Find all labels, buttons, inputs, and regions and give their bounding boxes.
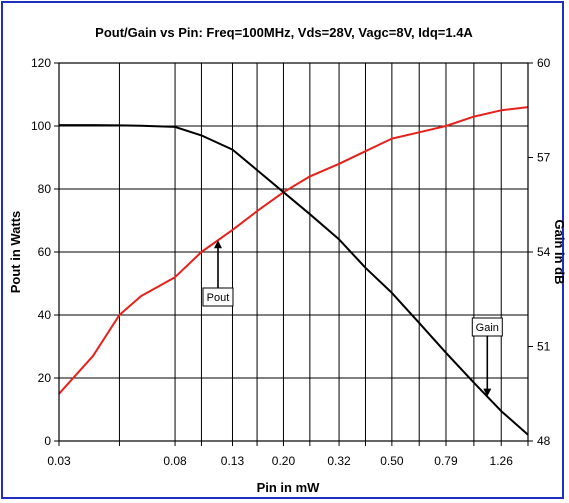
chart-title: Pout/Gain vs Pin: Freq=100MHz, Vds=28V, … [95, 25, 473, 40]
y-tick-label: 20 [38, 371, 52, 385]
x-tick-label: 0.08 [163, 454, 187, 468]
y-tick-label: 60 [38, 245, 52, 259]
y2-tick-label: 51 [537, 340, 551, 354]
x-tick-label: 1.26 [490, 454, 514, 468]
y2-tick-label: 57 [537, 151, 551, 165]
series-layer [58, 106, 529, 436]
callout-label-gain: Gain [476, 322, 499, 334]
callout-label-pout: Pout [207, 292, 230, 304]
annotations: Pout Gain [202, 240, 503, 397]
x-tick-label: 0.79 [434, 454, 458, 468]
callout-arrowhead-pout [213, 240, 222, 249]
y2-tick-label: 54 [537, 245, 551, 259]
plot-area-border [58, 62, 529, 442]
grid [58, 62, 529, 442]
y-tick-label: 120 [31, 56, 51, 70]
y2-axis-title: Gain in dB [552, 220, 567, 285]
x-axis-title: Pin in mW [257, 480, 321, 495]
axes: 0 20 40 60 80 100 120 48 51 54 57 60 0.03 0.08 0.13 0.2… [31, 56, 551, 468]
y2-tick-label: 48 [537, 434, 551, 448]
x-tick-label: 0.13 [221, 454, 245, 468]
y-axis-title: Pout in Watts [8, 211, 23, 294]
x-tick-label: 0.32 [327, 454, 351, 468]
series-line-pout [58, 106, 529, 395]
callout-arrowhead-gain [483, 388, 492, 397]
y-tick-label: 100 [31, 119, 51, 133]
y-tick-label: 0 [44, 434, 51, 448]
x-tick-label: 0.03 [47, 454, 71, 468]
y-tick-label: 40 [38, 308, 52, 322]
x-tick-label: 0.50 [380, 454, 404, 468]
x-tick-label: 0.20 [272, 454, 296, 468]
chart-frame [1, 1, 564, 499]
y-tick-label: 80 [38, 182, 52, 196]
y2-tick-label: 60 [537, 56, 551, 70]
series-line-gain [59, 124, 529, 436]
